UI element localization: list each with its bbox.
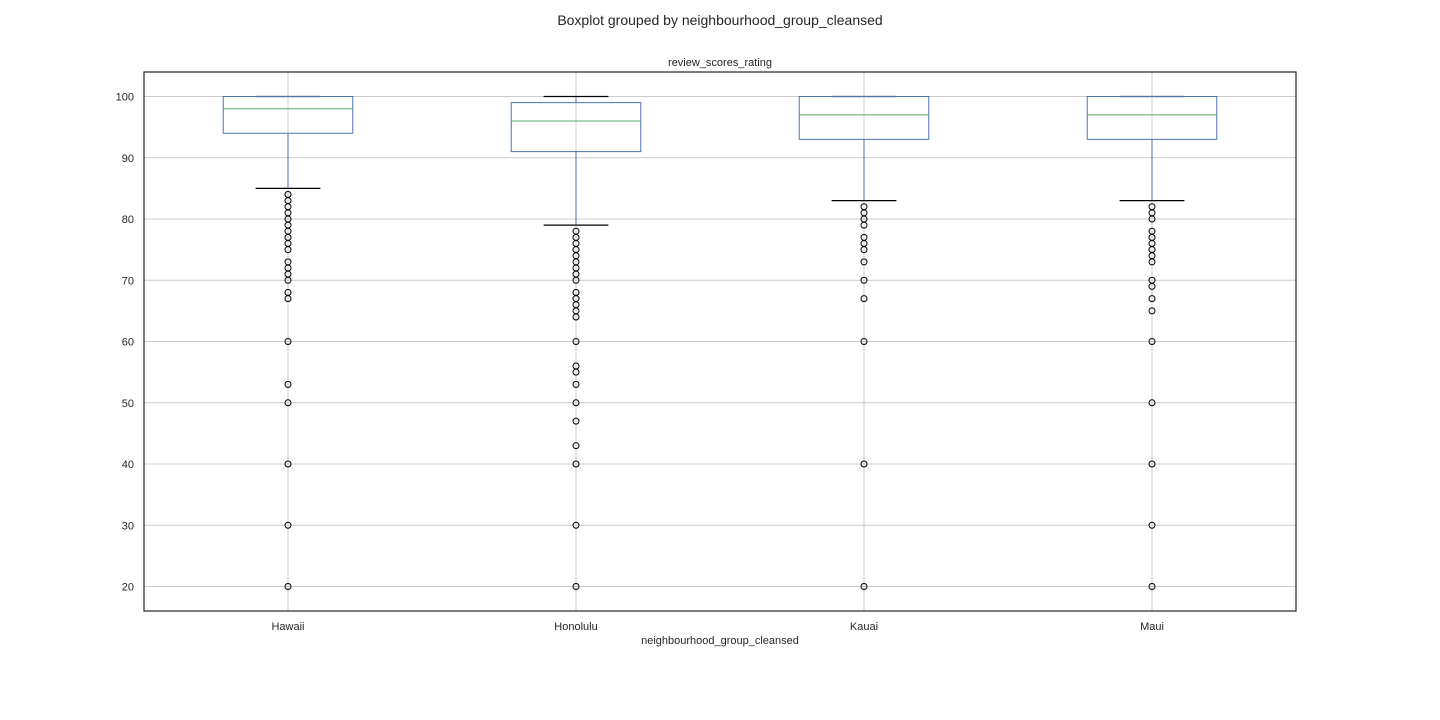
outlier-point xyxy=(1148,399,1156,407)
outlier-point xyxy=(572,399,580,407)
outlier-point xyxy=(1148,282,1156,290)
outlier-point xyxy=(284,276,292,284)
outlier-point xyxy=(860,276,868,284)
y-tick-label: 30 xyxy=(122,520,134,532)
y-tick-label: 80 xyxy=(122,214,134,226)
y-tick-label: 70 xyxy=(122,275,134,287)
axes-title: review_scores_rating xyxy=(668,57,772,69)
iqr-box xyxy=(1086,96,1218,140)
outlier-point xyxy=(860,295,868,303)
outlier-point xyxy=(284,399,292,407)
outlier-point xyxy=(572,313,580,321)
outlier-point xyxy=(1148,215,1156,223)
iqr-box xyxy=(510,102,642,153)
iqr-box xyxy=(798,96,930,140)
outlier-point xyxy=(1148,338,1156,345)
box-group-hawaii xyxy=(222,95,354,590)
y-tick-label: 50 xyxy=(122,398,134,410)
outlier-point xyxy=(572,380,580,388)
axis-layer: 20 30 40 50 60 70 80 90 100 Hawaii Honolulu Kauai Ma… xyxy=(116,92,1164,634)
outlier-point xyxy=(860,246,868,254)
outlier-point xyxy=(572,460,580,468)
plot-frame xyxy=(143,71,1297,612)
x-tick-label: Maui xyxy=(1140,621,1164,633)
outlier-point xyxy=(860,583,868,590)
grid-layer xyxy=(144,72,1296,611)
outlier-point xyxy=(860,338,868,345)
y-tick-label: 90 xyxy=(122,153,134,165)
outlier-point xyxy=(284,380,292,388)
box-group-kauai xyxy=(798,95,930,590)
outlier-point xyxy=(1148,460,1156,468)
x-tick-label: Hawaii xyxy=(271,621,304,633)
y-tick-label: 40 xyxy=(122,459,134,471)
outlier-point xyxy=(284,460,292,468)
outlier-point xyxy=(572,442,580,450)
box-group-maui xyxy=(1086,95,1218,590)
outlier-point xyxy=(284,246,292,254)
outlier-point xyxy=(284,521,292,529)
outlier-point xyxy=(1148,521,1156,529)
outlier-point xyxy=(1148,258,1156,266)
outlier-point xyxy=(860,221,868,229)
y-tick-label: 60 xyxy=(122,337,134,349)
outlier-point xyxy=(572,276,580,284)
y-tick-label: 100 xyxy=(116,92,134,104)
outlier-point xyxy=(1148,295,1156,303)
outlier-point xyxy=(284,295,292,303)
x-tick-label: Kauai xyxy=(850,621,878,633)
outlier-point xyxy=(572,368,580,376)
outlier-point xyxy=(572,417,580,425)
outlier-point xyxy=(1148,583,1156,590)
outlier-point xyxy=(284,338,292,345)
outlier-point xyxy=(284,583,292,590)
y-tick-label: 20 xyxy=(122,582,134,594)
figure-suptitle: Boxplot grouped by neighbourhood_group_c… xyxy=(557,12,883,28)
outlier-point xyxy=(860,460,868,468)
outlier-point xyxy=(572,521,580,529)
outlier-point xyxy=(860,258,868,266)
marks-layer xyxy=(222,95,1218,590)
outlier-point xyxy=(572,583,580,590)
iqr-box xyxy=(222,96,354,134)
outlier-point xyxy=(572,338,580,345)
x-tick-label: Honolulu xyxy=(554,621,597,633)
outlier-point xyxy=(1148,307,1156,315)
box-group-honolulu xyxy=(510,95,642,590)
x-axis-label: neighbourhood_group_cleansed xyxy=(641,635,799,647)
